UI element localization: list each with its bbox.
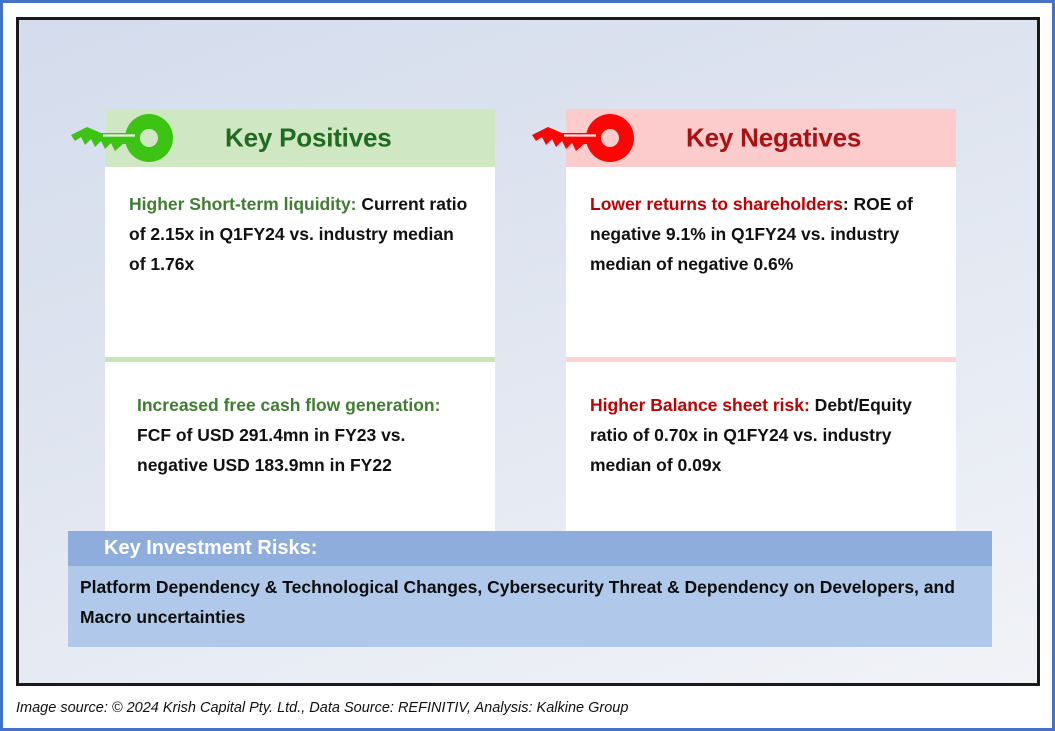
key-negatives-header: Key Negatives	[532, 109, 956, 167]
negative-block-2-text: Higher Balance sheet risk: Debt/Equity r…	[590, 390, 932, 480]
negative-block-1-body: : ROE of negative 9.1% in Q1FY24 vs. ind…	[590, 194, 913, 275]
key-negatives-column: Key Negatives Lower returns to sharehold…	[532, 109, 956, 552]
risk-title: Key Investment Risks:	[104, 537, 318, 559]
negative-block-1-lead: Lower returns to shareholders	[590, 194, 843, 214]
positive-block-1-body: Current ratio of 2.15x in Q1FY24 vs. ind…	[129, 194, 468, 275]
positive-block-1-text: Higher Short-term liquidity: Current rat…	[129, 189, 471, 279]
negative-block-2: Higher Balance sheet risk: Debt/Equity r…	[566, 362, 956, 552]
negative-block-2-body: Debt/Equity ratio of 0.70x in Q1FY24 vs.…	[590, 395, 912, 476]
risk-body: Platform Dependency & Technological Chan…	[68, 566, 992, 647]
negative-block-1: Lower returns to shareholders: ROE of ne…	[566, 167, 956, 357]
key-positives-column: Key Positives Higher Short-term liquidit…	[71, 109, 495, 552]
negative-block-1-text: Lower returns to shareholders: ROE of ne…	[590, 189, 932, 279]
key-positives-title: Key Positives	[225, 122, 392, 153]
positive-block-2-lead: Increased free cash flow generation:	[137, 395, 441, 415]
source-footer: Image source: © 2024 Krish Capital Pty. …	[16, 700, 629, 716]
positive-block-2-body: FCF of USD 291.4mn in FY23 vs. negative …	[137, 425, 406, 476]
key-positives-body: Higher Short-term liquidity: Current rat…	[105, 167, 495, 552]
key-icon	[532, 114, 634, 162]
positive-block-2-text: Increased free cash flow generation: FCF…	[137, 390, 471, 480]
risk-body-text: Platform Dependency & Technological Chan…	[80, 577, 955, 628]
positive-block-2: Increased free cash flow generation: FCF…	[105, 362, 495, 552]
risk-title-bar: Key Investment Risks:	[68, 531, 992, 566]
negatives-divider	[566, 357, 956, 362]
key-negatives-title: Key Negatives	[686, 122, 862, 153]
key-icon	[71, 114, 173, 162]
positive-block-1: Higher Short-term liquidity: Current rat…	[105, 167, 495, 357]
positive-block-1-lead: Higher Short-term liquidity:	[129, 194, 357, 214]
key-negatives-body: Lower returns to shareholders: ROE of ne…	[566, 167, 956, 552]
positives-divider	[105, 357, 495, 362]
negative-block-2-lead: Higher Balance sheet risk:	[590, 395, 810, 415]
content-panel: Key Positives Higher Short-term liquidit…	[16, 17, 1040, 686]
key-investment-risks-banner: Key Investment Risks: Platform Dependenc…	[68, 531, 992, 647]
key-positives-header: Key Positives	[71, 109, 495, 167]
